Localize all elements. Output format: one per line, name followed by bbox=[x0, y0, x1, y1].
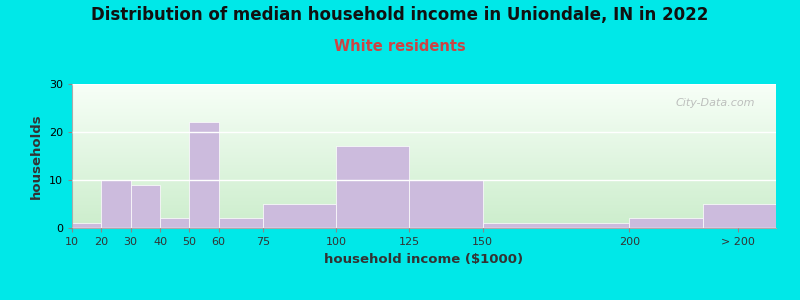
Bar bbox=[410, 180, 482, 228]
Bar bbox=[130, 185, 160, 228]
Bar bbox=[72, 223, 102, 228]
Text: Distribution of median household income in Uniondale, IN in 2022: Distribution of median household income … bbox=[91, 6, 709, 24]
Text: City-Data.com: City-Data.com bbox=[675, 98, 755, 108]
Bar bbox=[262, 204, 336, 228]
Bar bbox=[218, 218, 262, 228]
Bar bbox=[630, 218, 702, 228]
Y-axis label: households: households bbox=[30, 113, 43, 199]
X-axis label: household income ($1000): household income ($1000) bbox=[325, 253, 523, 266]
Bar bbox=[336, 146, 410, 228]
Bar bbox=[190, 122, 218, 228]
Bar bbox=[702, 204, 776, 228]
Bar bbox=[482, 223, 630, 228]
Bar bbox=[160, 218, 190, 228]
Bar bbox=[102, 180, 130, 228]
Text: White residents: White residents bbox=[334, 39, 466, 54]
